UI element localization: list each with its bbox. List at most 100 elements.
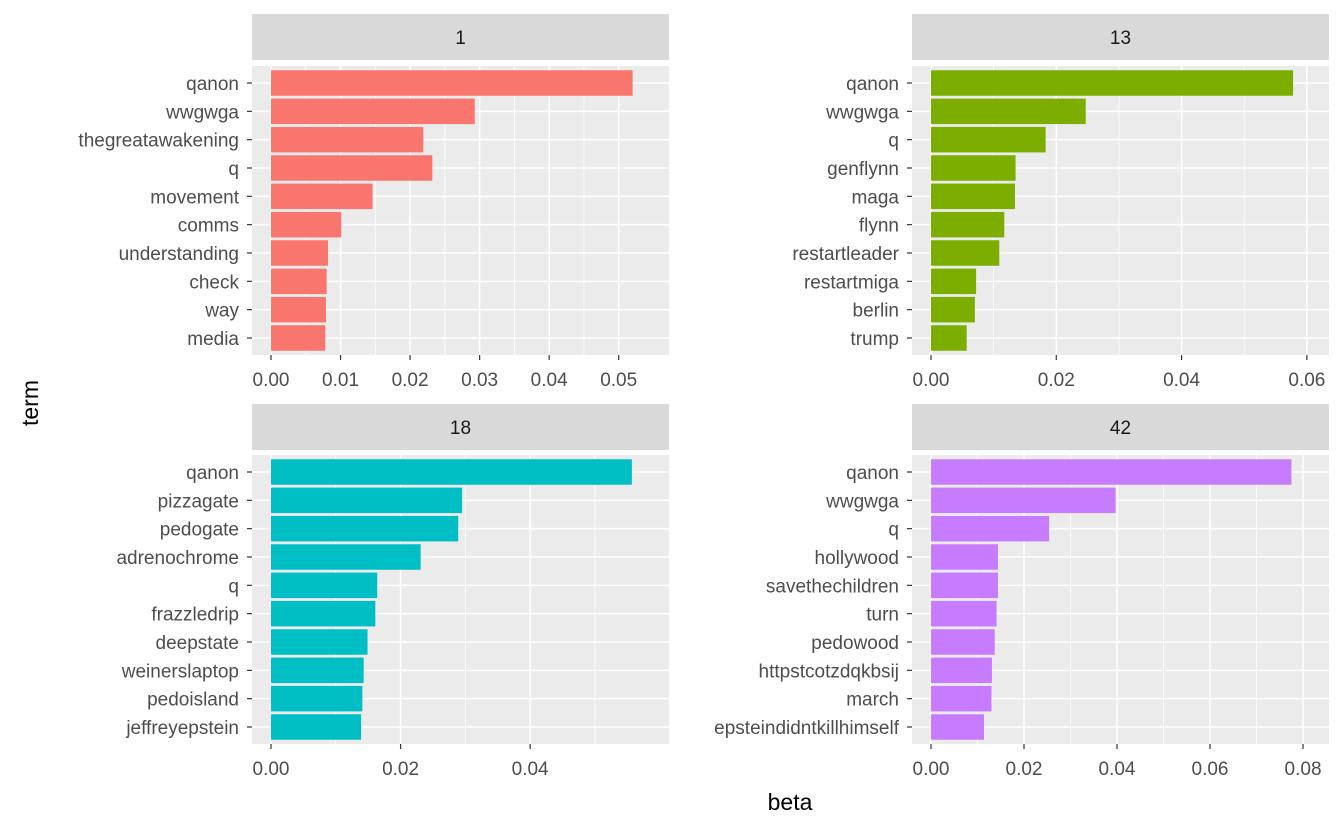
y-tick-label: deepstate	[156, 633, 239, 654]
bar-httpstcotzdqkbsij	[931, 657, 992, 684]
y-tick-label: pizzagate	[158, 491, 239, 512]
y-tick-label: pedogate	[160, 520, 239, 541]
y-tick-label: frazzledrip	[151, 605, 239, 626]
y-tick-label: weinerslaptop	[121, 661, 239, 682]
bar-comms	[271, 211, 342, 238]
facet-panels: 1 qanon wwgwga thegreatawakening q movement co…	[78, 14, 1329, 780]
bar-q	[931, 515, 1050, 542]
y-tick-label: wwgwga	[825, 491, 899, 512]
y-tick-label: restartmiga	[804, 272, 899, 293]
bar-restartmiga	[931, 268, 977, 295]
y-tick-label: genflynn	[827, 159, 899, 180]
bar-qanon	[271, 70, 633, 96]
y-tick-label: trump	[850, 329, 899, 350]
facet-strip	[912, 404, 1329, 450]
x-tick-label: 0.02	[392, 370, 429, 391]
bar-savethechildren	[931, 572, 998, 599]
bar-media	[271, 325, 326, 351]
y-tick-label: adrenochrome	[116, 548, 239, 569]
y-tick-label: q	[888, 520, 899, 541]
y-tick-label: pedoisland	[147, 690, 239, 711]
y-tick-label: savethechildren	[766, 576, 899, 597]
bar-march	[931, 685, 992, 712]
bar-adrenochrome	[271, 544, 421, 570]
bar-trump	[931, 325, 967, 351]
y-tick-label: berlin	[853, 301, 899, 322]
facet-strip-label: 18	[450, 418, 471, 439]
bar-way	[271, 296, 326, 323]
bar-q	[271, 572, 378, 599]
bar-movement	[271, 183, 373, 210]
bar-pizzagate	[271, 487, 463, 514]
x-tick-label: 0.03	[461, 370, 498, 391]
bar-weinerslaptop	[271, 657, 364, 684]
x-tick-label: 0.05	[600, 370, 637, 391]
facet-strip-label: 1	[455, 28, 466, 49]
x-tick-label: 0.02	[1038, 370, 1075, 391]
y-tick-label: thegreatawakening	[78, 131, 239, 152]
bar-thegreatawakening	[271, 126, 424, 153]
bar-wwgwga	[931, 487, 1116, 514]
x-tick-label: 0.00	[253, 759, 290, 780]
y-tick-label: qanon	[186, 74, 239, 95]
bar-genflynn	[931, 155, 1016, 181]
bar-wwgwga	[271, 98, 475, 125]
x-tick-label: 0.01	[322, 370, 359, 391]
bar-wwgwga	[931, 98, 1086, 125]
y-tick-label: understanding	[119, 244, 239, 265]
facet-strip	[252, 404, 669, 450]
y-tick-label: q	[888, 131, 899, 152]
facet-panel-13: 13 qanon wwgwga q genflynn maga flynn restartle…	[792, 14, 1329, 391]
bar-qanon	[931, 459, 1292, 485]
bar-jeffreyepstein	[271, 714, 362, 740]
bar-q	[271, 155, 433, 181]
bar-berlin	[931, 296, 975, 323]
y-tick-label: jeffreyepstein	[125, 718, 239, 739]
y-tick-label: wwgwga	[825, 102, 899, 123]
y-tick-label: check	[189, 272, 239, 293]
x-tick-label: 0.04	[1163, 370, 1200, 391]
x-tick-label: 0.00	[913, 370, 950, 391]
y-tick-label: movement	[150, 187, 239, 208]
x-tick-label: 0.02	[1006, 759, 1043, 780]
bar-turn	[931, 600, 997, 627]
facet-panel-1: 1 qanon wwgwga thegreatawakening q movement co…	[78, 14, 669, 391]
y-tick-label: turn	[866, 605, 899, 626]
y-tick-label: q	[228, 576, 239, 597]
y-tick-label: qanon	[846, 463, 899, 484]
y-tick-label: hollywood	[815, 548, 900, 569]
bar-flynn	[931, 211, 1005, 238]
bar-epsteindidntkillhimself	[931, 714, 985, 740]
facet-panel-18: 18 qanon pizzagate pedogate adrenochrome q fra…	[116, 404, 669, 780]
x-tick-label: 0.04	[1099, 759, 1136, 780]
bar-hollywood	[931, 544, 998, 570]
bar-pedowood	[931, 629, 995, 655]
x-tick-label: 0.08	[1285, 759, 1322, 780]
x-tick-label: 0.06	[1192, 759, 1229, 780]
x-tick-label: 0.04	[512, 759, 549, 780]
bar-maga	[931, 183, 1015, 210]
x-tick-label: 0.00	[913, 759, 950, 780]
y-tick-label: flynn	[859, 216, 899, 237]
bar-frazzledrip	[271, 600, 376, 627]
y-tick-label: comms	[178, 216, 239, 237]
bar-restartleader	[931, 240, 1000, 266]
y-axis-title: term	[17, 380, 43, 426]
y-tick-label: march	[846, 690, 899, 711]
x-tick-label: 0.06	[1288, 370, 1325, 391]
y-tick-label: way	[204, 301, 239, 322]
bar-qanon	[931, 70, 1294, 96]
y-tick-label: maga	[851, 187, 899, 208]
y-tick-label: epsteindidntkillhimself	[714, 718, 900, 739]
bar-deepstate	[271, 629, 368, 655]
x-tick-label: 0.04	[531, 370, 568, 391]
y-tick-label: restartleader	[792, 244, 899, 265]
facet-strip-label: 13	[1110, 28, 1131, 49]
y-tick-label: q	[228, 159, 239, 180]
y-tick-label: qanon	[846, 74, 899, 95]
x-tick-label: 0.02	[382, 759, 419, 780]
bar-qanon	[271, 459, 632, 485]
x-tick-label: 0.00	[253, 370, 290, 391]
facet-strip-label: 42	[1110, 418, 1131, 439]
